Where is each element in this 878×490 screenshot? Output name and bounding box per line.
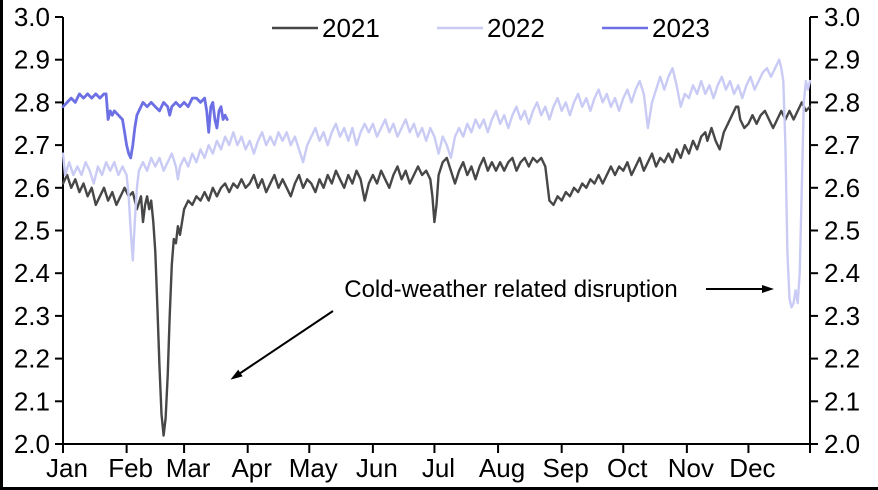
y-tick-label-right: 2.9 xyxy=(824,45,860,75)
y-tick-label-left: 2.0 xyxy=(14,429,50,459)
y-tick-label-right: 2.1 xyxy=(824,386,860,416)
chart-canvas: 3.0 3.0 2.9 2.9 2.8 2.8 2.7 2.7 2.6 2.6 2.5 2.5 2.4 2… xyxy=(14,2,860,483)
y-tick-label-left: 2.2 xyxy=(14,344,50,374)
x-month-label: Nov xyxy=(668,453,714,483)
x-month-label: Oct xyxy=(607,453,648,483)
x-month-label: Jun xyxy=(356,453,398,483)
x-month-label: Feb xyxy=(108,453,153,483)
legend-label-2023: 2023 xyxy=(652,13,710,43)
annotation-arrow-left xyxy=(230,310,334,380)
y-tick-label-left: 2.7 xyxy=(14,130,50,160)
series-2023-line xyxy=(61,92,229,160)
y-tick-label-right: 2.6 xyxy=(824,173,860,203)
legend-label-2021: 2021 xyxy=(322,13,380,43)
y-tick-label-left: 3.0 xyxy=(14,2,50,32)
y-tick-label-left: 2.1 xyxy=(14,386,50,416)
y-tick-label-right: 2.3 xyxy=(824,301,860,331)
chart-legend: 2021 2022 2023 xyxy=(272,13,710,43)
x-month-label: Apr xyxy=(231,453,272,483)
legend-label-2022: 2022 xyxy=(487,13,545,43)
y-tick-label-right: 2.0 xyxy=(824,429,860,459)
series-lines xyxy=(61,58,812,437)
x-month-label: Dec xyxy=(729,453,775,483)
y-tick-label-left: 2.3 xyxy=(14,301,50,331)
x-month-label: Jul xyxy=(422,453,455,483)
x-month-label: May xyxy=(289,453,338,483)
y-tick-label-left: 2.8 xyxy=(14,87,50,117)
x-month-label: Jan xyxy=(46,453,88,483)
y-tick-label-right: 2.4 xyxy=(824,258,860,288)
y-tick-label-right: 2.5 xyxy=(824,216,860,246)
axes: 3.0 3.0 2.9 2.9 2.8 2.8 2.7 2.7 2.6 2.6 2.5 2.5 2.4 2… xyxy=(14,2,860,483)
y-tick-label-right: 3.0 xyxy=(824,2,860,32)
x-month-label: Sep xyxy=(543,453,589,483)
x-month-label: Aug xyxy=(479,453,525,483)
y-tick-label-left: 2.6 xyxy=(14,173,50,203)
series-2021-line xyxy=(61,101,812,437)
series-2022-line xyxy=(61,58,812,309)
y-tick-label-right: 2.7 xyxy=(824,130,860,160)
y-tick-label-left: 2.5 xyxy=(14,216,50,246)
y-tick-label-left: 2.4 xyxy=(14,258,50,288)
x-month-label: Mar xyxy=(166,453,211,483)
y-tick-label-right: 2.2 xyxy=(824,344,860,374)
y-tick-label-right: 2.8 xyxy=(824,87,860,117)
annotation-text: Cold-weather related disruption xyxy=(344,276,678,303)
annotation-group: Cold-weather related disruption xyxy=(230,276,774,380)
y-tick-label-left: 2.9 xyxy=(14,45,50,75)
